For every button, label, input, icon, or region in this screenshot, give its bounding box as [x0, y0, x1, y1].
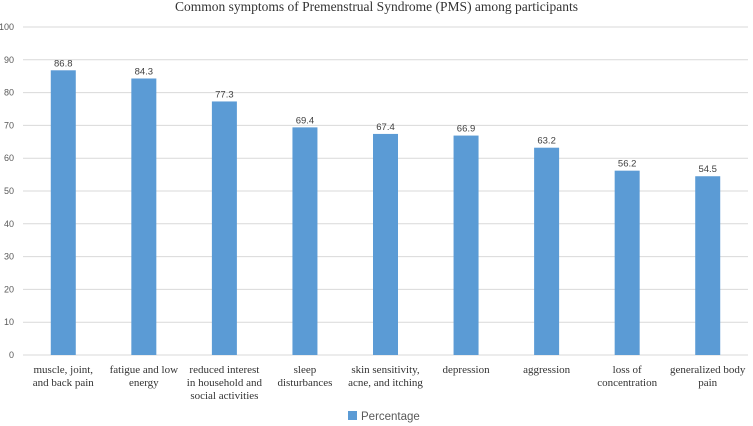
x-tick-label-line: loss of	[613, 364, 642, 376]
data-label: 69.4	[296, 115, 315, 126]
x-tick-label: reduced interest in household and social a…	[187, 364, 263, 402]
x-tick-label-line: depression	[443, 364, 491, 376]
x-axis: muscle, joint, and back pain fatigue and l…	[33, 364, 746, 402]
x-tick-label-line: aggression	[523, 364, 571, 376]
x-tick-label-line: fatigue and low	[110, 364, 178, 376]
x-tick-label: muscle, joint, and back pain	[33, 364, 95, 389]
data-labels: 86.8 84.3 77.3 69.4 67.4 66.9 63.2 56.2 54.5	[54, 58, 717, 175]
legend-swatch	[348, 411, 357, 420]
bar	[373, 133, 398, 355]
bar	[292, 127, 318, 355]
x-tick-label-line: social activities	[190, 390, 258, 402]
y-axis: 0 10 20 30 40 50 60 70 80 90 100	[0, 22, 14, 360]
bar	[131, 78, 157, 355]
data-label: 66.9	[457, 124, 476, 135]
y-tick-label: 0	[9, 350, 14, 360]
y-tick-label: 50	[4, 186, 14, 196]
x-tick-label-line: in household and	[187, 377, 263, 389]
x-tick-label: loss of concentration	[597, 364, 657, 389]
x-tick-label-line: generalized body	[670, 364, 746, 376]
y-tick-label: 100	[0, 22, 14, 32]
y-tick-label: 80	[4, 88, 14, 98]
x-tick-label-line: skin sensitivity,	[351, 364, 420, 376]
y-tick-label: 60	[4, 153, 14, 163]
y-tick-label: 90	[4, 55, 14, 65]
data-label: 56.2	[618, 159, 637, 170]
x-tick-label-line: pain	[698, 377, 717, 389]
chart-title: Common symptoms of Premenstrual Syndrome…	[175, 0, 578, 14]
x-tick-label-line: concentration	[597, 377, 657, 389]
x-tick-label: depression	[443, 364, 491, 376]
x-tick-label-line: energy	[129, 377, 159, 389]
x-tick-label-line: disturbances	[277, 377, 332, 389]
bar	[695, 176, 721, 355]
x-tick-label-line: reduced interest	[189, 364, 259, 376]
x-tick-label: sleep disturbances	[277, 364, 332, 389]
x-tick-label-line: sleep	[294, 364, 317, 376]
x-tick-label-line: and back pain	[33, 377, 95, 389]
bars	[50, 70, 721, 356]
bar	[453, 135, 479, 355]
data-label: 67.4	[376, 122, 395, 133]
bar	[50, 70, 76, 356]
bar	[614, 170, 640, 355]
y-tick-label: 40	[4, 219, 14, 229]
bar	[211, 101, 237, 356]
x-tick-label-line: muscle, joint,	[33, 364, 93, 376]
bar	[534, 147, 560, 355]
data-label: 77.3	[215, 89, 234, 100]
data-label: 86.8	[54, 58, 73, 69]
x-tick-label: fatigue and low energy	[110, 364, 178, 389]
x-tick-label: skin sensitivity, acne, and itching	[348, 364, 423, 389]
y-tick-label: 10	[4, 317, 14, 327]
data-label: 84.3	[135, 66, 154, 77]
y-tick-label: 30	[4, 252, 14, 262]
y-tick-label: 70	[4, 120, 14, 130]
x-tick-label: generalized body pain	[670, 364, 746, 389]
data-label: 63.2	[537, 136, 556, 147]
legend: Percentage	[348, 411, 420, 423]
legend-label: Percentage	[361, 411, 420, 423]
x-tick-label-line: acne, and itching	[348, 377, 423, 389]
y-tick-label: 20	[4, 284, 14, 294]
x-tick-label: aggression	[523, 364, 571, 376]
data-label: 54.5	[698, 164, 717, 175]
